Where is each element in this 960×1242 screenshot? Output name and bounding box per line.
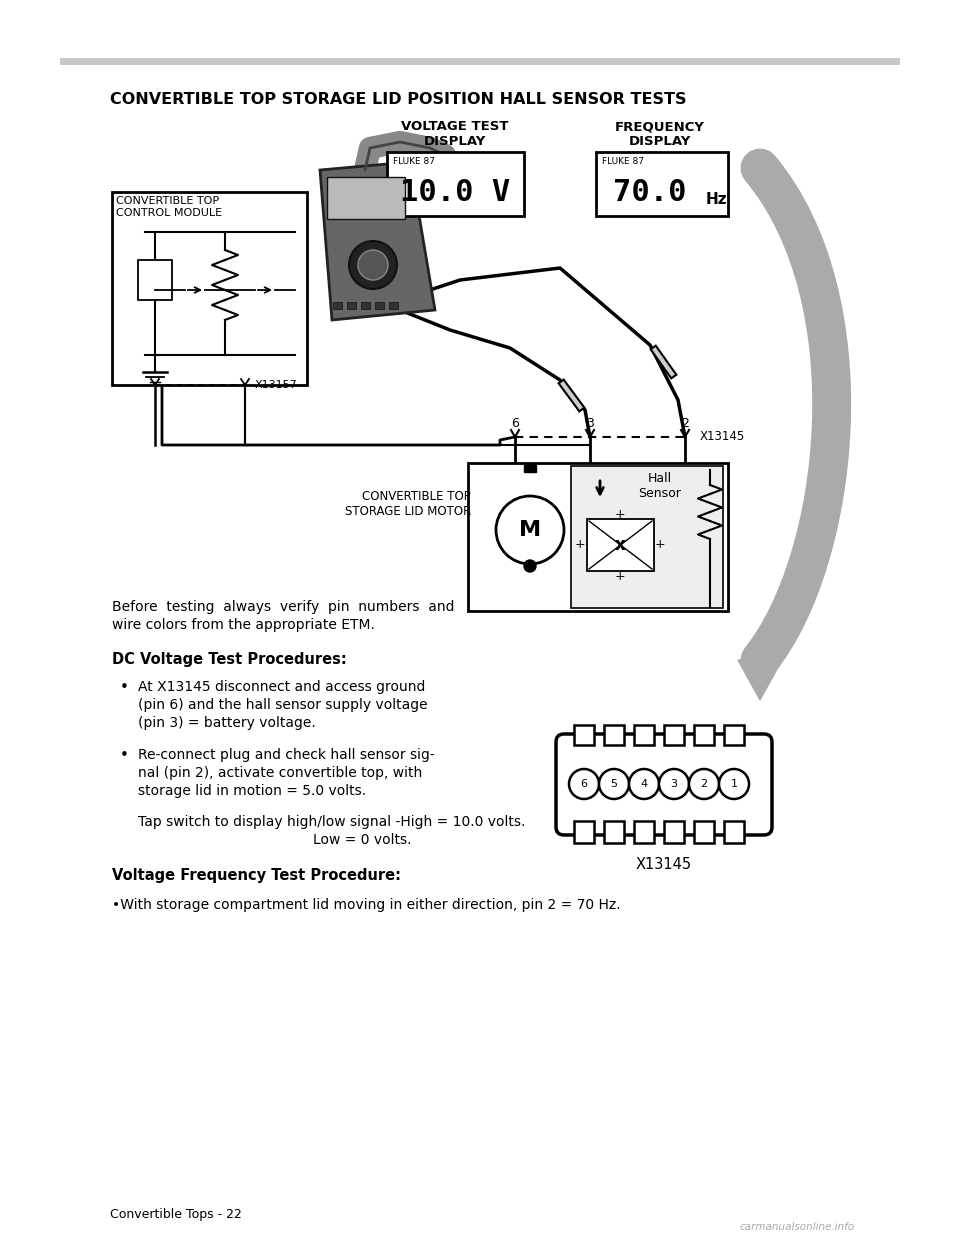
Text: wire colors from the appropriate ETM.: wire colors from the appropriate ETM. [112,619,374,632]
FancyBboxPatch shape [112,193,307,385]
FancyBboxPatch shape [327,178,405,219]
Bar [361,302,370,309]
Text: Low = 0 volts.: Low = 0 volts. [313,833,412,847]
FancyBboxPatch shape [694,821,714,843]
FancyBboxPatch shape [664,725,684,745]
Text: 3: 3 [670,779,678,789]
Circle shape [659,769,689,799]
Polygon shape [320,161,435,320]
Text: •With storage compartment lid moving in either direction, pin 2 = 70 Hz.: •With storage compartment lid moving in … [112,898,620,912]
Bar [333,302,342,309]
Text: 6: 6 [511,417,519,430]
Text: +: + [614,508,625,522]
Circle shape [689,769,719,799]
Text: Hz: Hz [706,193,728,207]
Text: Before  testing  always  verify  pin  numbers  and: Before testing always verify pin numbers… [112,600,454,614]
Circle shape [599,769,629,799]
Text: nal (pin 2), activate convertible top, with: nal (pin 2), activate convertible top, w… [138,766,422,780]
Circle shape [719,769,749,799]
Circle shape [524,560,536,573]
Text: At X13145 disconnect and access ground: At X13145 disconnect and access ground [138,681,425,694]
Text: 6: 6 [581,779,588,789]
Text: 2: 2 [701,779,708,789]
Text: 2: 2 [681,417,689,430]
Circle shape [496,496,564,564]
Text: (pin 3) = battery voltage.: (pin 3) = battery voltage. [138,715,316,730]
Text: 10.0 V: 10.0 V [400,178,510,207]
Text: +: + [614,570,625,584]
FancyBboxPatch shape [574,821,594,843]
Text: X13157: X13157 [255,380,298,390]
Circle shape [358,250,388,279]
Text: •: • [120,681,129,696]
Bar [347,302,356,309]
Bar [375,302,384,309]
FancyBboxPatch shape [634,821,654,843]
Text: Tap switch to display high/low signal -High = 10.0 volts.: Tap switch to display high/low signal -H… [138,815,525,828]
FancyBboxPatch shape [634,725,654,745]
Text: 1: 1 [731,779,737,789]
Text: Hall
Sensor: Hall Sensor [638,472,682,501]
Text: +: + [575,539,586,551]
FancyBboxPatch shape [724,821,744,843]
Text: X13145: X13145 [636,857,692,872]
FancyBboxPatch shape [694,725,714,745]
Text: CONVERTIBLE TOP
CONTROL MODULE: CONVERTIBLE TOP CONTROL MODULE [116,196,222,217]
Text: 5: 5 [611,779,617,789]
Text: M: M [519,520,541,540]
Text: VOLTAGE TEST
DISPLAY: VOLTAGE TEST DISPLAY [401,120,509,148]
Text: Re-connect plug and check hall sensor sig-: Re-connect plug and check hall sensor si… [138,748,435,763]
FancyBboxPatch shape [571,466,723,609]
Text: Voltage Frequency Test Procedure:: Voltage Frequency Test Procedure: [112,868,401,883]
FancyBboxPatch shape [556,734,772,835]
FancyBboxPatch shape [604,725,624,745]
Text: FLUKE 87: FLUKE 87 [393,156,435,166]
Text: 70.0: 70.0 [613,178,686,207]
Polygon shape [738,660,782,700]
FancyBboxPatch shape [664,821,684,843]
FancyBboxPatch shape [468,463,728,611]
Circle shape [569,769,599,799]
Text: X13145: X13145 [700,431,745,443]
Bar [60,58,900,65]
Text: 3: 3 [586,417,594,430]
FancyBboxPatch shape [724,725,744,745]
Bar [389,302,398,309]
FancyBboxPatch shape [604,821,624,843]
Text: FLUKE 87: FLUKE 87 [602,156,644,166]
Text: x: x [614,537,625,554]
Circle shape [629,769,659,799]
Bar [138,260,172,301]
FancyBboxPatch shape [387,152,524,216]
FancyBboxPatch shape [587,519,654,571]
FancyBboxPatch shape [574,725,594,745]
FancyBboxPatch shape [596,152,728,216]
Text: FREQUENCY
DISPLAY: FREQUENCY DISPLAY [615,120,705,148]
Circle shape [349,241,397,289]
Text: •: • [120,748,129,763]
Bar [524,465,536,472]
Text: +: + [655,539,665,551]
Text: 4: 4 [640,779,648,789]
Text: (pin 6) and the hall sensor supply voltage: (pin 6) and the hall sensor supply volta… [138,698,427,712]
Text: CONVERTIBLE TOP STORAGE LID POSITION HALL SENSOR TESTS: CONVERTIBLE TOP STORAGE LID POSITION HAL… [110,92,686,107]
Text: DC Voltage Test Procedures:: DC Voltage Test Procedures: [112,652,347,667]
Text: carmanualsonline.info: carmanualsonline.info [740,1222,855,1232]
Text: CONVERTIBLE TOP
STORAGE LID MOTOR: CONVERTIBLE TOP STORAGE LID MOTOR [345,491,471,518]
Text: storage lid in motion = 5.0 volts.: storage lid in motion = 5.0 volts. [138,784,366,799]
Text: Convertible Tops - 22: Convertible Tops - 22 [110,1208,242,1221]
